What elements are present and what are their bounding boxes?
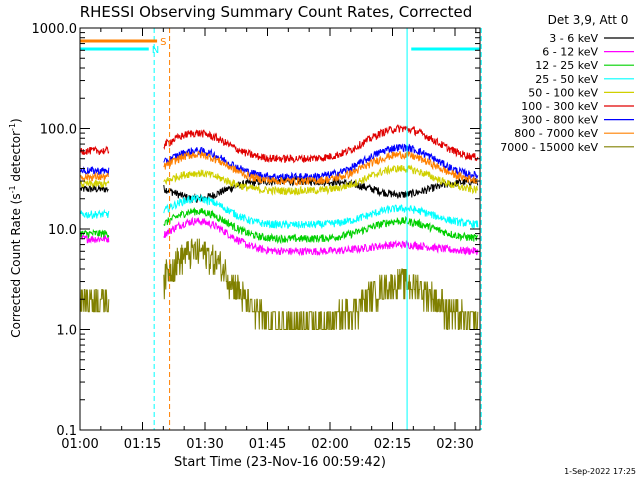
x-tick-label-1: 01:00 (61, 437, 98, 452)
x-tick-label-2: 01:15 (124, 437, 161, 452)
series-line-8 (80, 151, 479, 187)
x-tick-label-7: 02:30 (436, 437, 473, 452)
x-axis-label: Start Time (23-Nov-16 00:59:42) (174, 455, 386, 470)
series-line-1 (80, 175, 479, 203)
y-tick-label-1: 0.1 (56, 424, 77, 439)
y-tick-label-5: 1000.0 (32, 22, 78, 37)
y-tick-label-4: 100.0 (40, 123, 77, 138)
x-tick-label-5: 02:00 (311, 437, 348, 452)
x-tick-label-6: 02:15 (374, 437, 411, 452)
series-line-3 (80, 207, 479, 245)
legend-label-4: 25 - 50 keV (535, 73, 598, 86)
plot-frame (79, 27, 481, 431)
series-line-6 (80, 124, 479, 164)
legend-title: Det 3,9, Att 0 (548, 13, 629, 27)
legend-label-2: 6 - 12 keV (542, 46, 598, 59)
y-axis-label: Corrected Count Rate (s-1 detector-1) (8, 118, 23, 337)
date-stamp: 1-Sep-2022 17:25 (564, 467, 636, 476)
legend-label-7: 300 - 800 keV (521, 114, 598, 127)
x-tick-label-4: 01:45 (249, 437, 286, 452)
legend-label-5: 50 - 100 keV (528, 86, 598, 99)
axes: 01:00 01:15 01:30 01:45 02:00 02:15 02:30 0.1 1.… (32, 22, 481, 452)
plot-area: SN (79, 28, 482, 430)
series-line-2 (80, 216, 479, 257)
legend-label-8: 800 - 7000 keV (514, 127, 598, 140)
series-line-9 (80, 238, 479, 330)
legend-label-9: 7000 - 15000 keV (500, 141, 598, 154)
legend-label-1: 3 - 6 keV (549, 32, 598, 45)
flag-label-s: S (160, 37, 166, 48)
series-line-5 (80, 164, 479, 197)
y-tick-label-2: 1.0 (56, 324, 77, 339)
legend-label-3: 12 - 25 keV (535, 59, 598, 72)
chart-title: RHESSI Observing Summary Count Rates, Co… (80, 3, 473, 21)
flag-label-n: N (152, 45, 159, 56)
y-tick-label-3: 10.0 (48, 223, 77, 238)
x-tick-label-3: 01:30 (186, 437, 223, 452)
series-line-7 (80, 143, 479, 182)
series-line-4 (80, 194, 479, 230)
legend-label-6: 100 - 300 keV (521, 100, 598, 113)
